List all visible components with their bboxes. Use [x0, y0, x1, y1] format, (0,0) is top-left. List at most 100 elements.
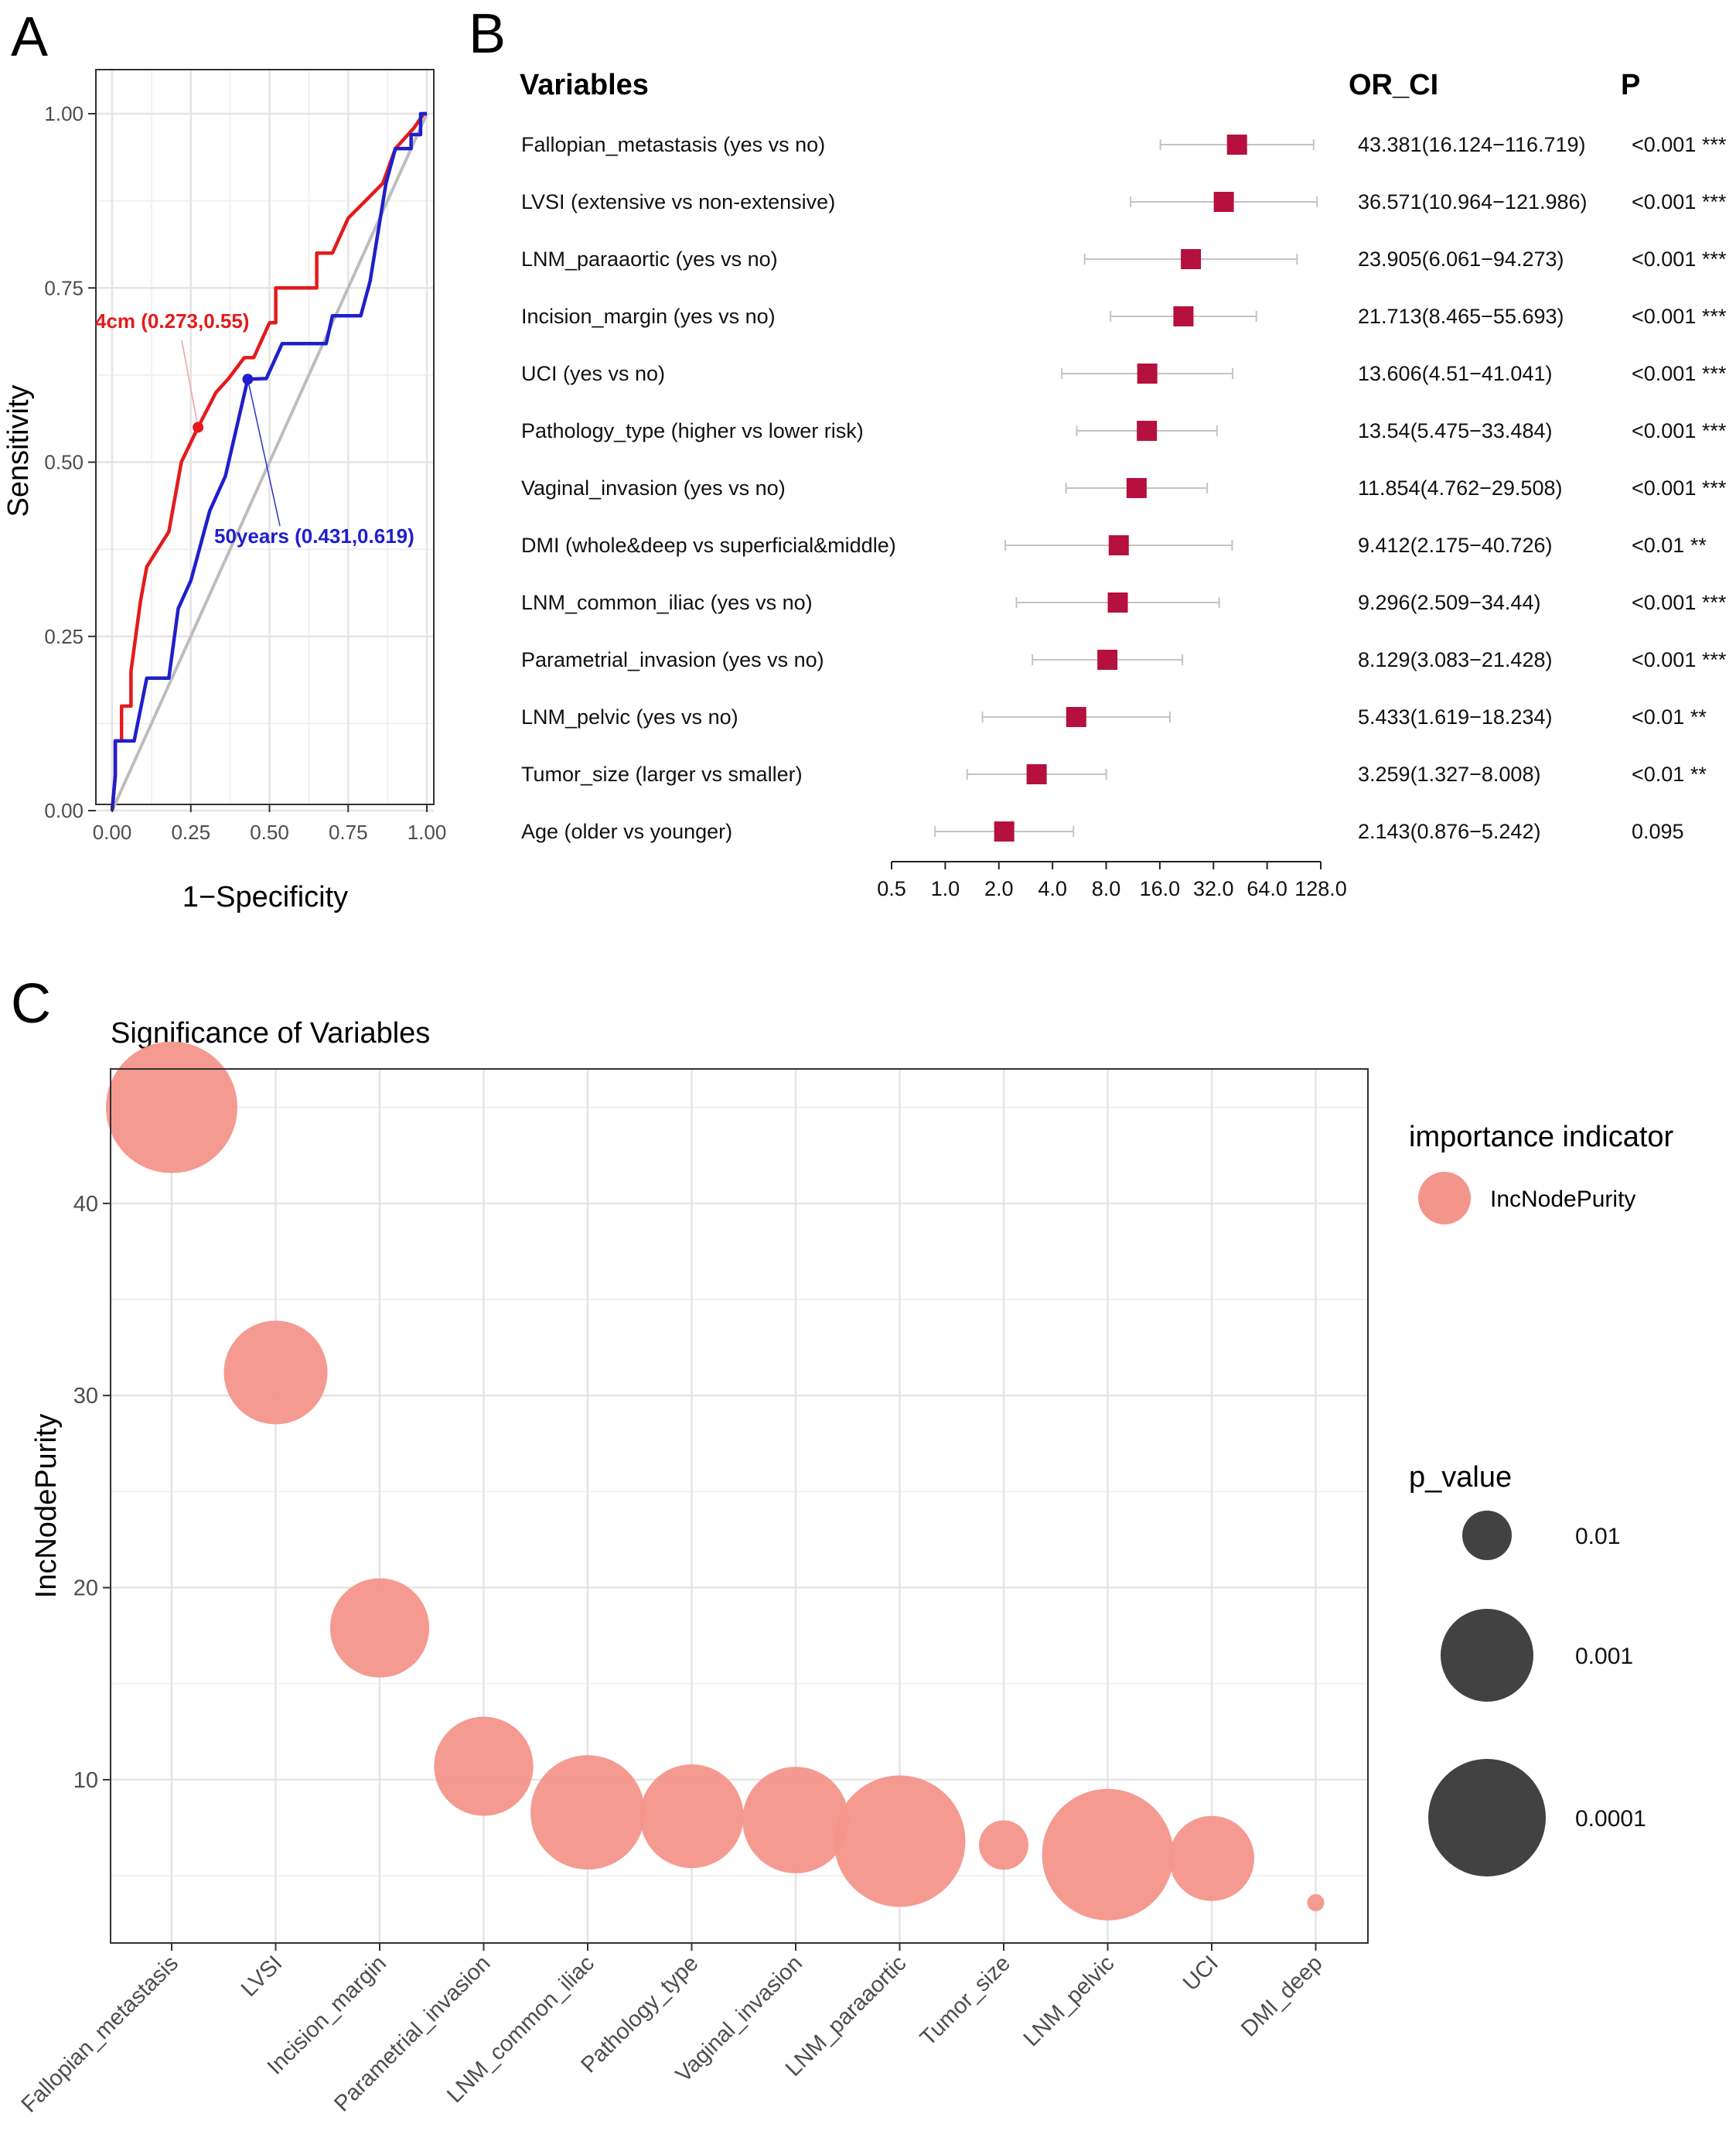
forest-or-marker	[1226, 135, 1247, 155]
legend-size-label: 0.0001	[1575, 1806, 1646, 1832]
forest-axis-tick-label: 32.0	[1193, 877, 1234, 900]
roc-point-4cm	[193, 422, 204, 433]
roc-axis-ticks: 0.00 0.00 0.25 0.25 0.50 0.50 0.75 0.75 1.00 1.00	[44, 102, 446, 844]
roc-y-tick-label: 0.00	[44, 799, 84, 822]
roc-x-tick-label: 0.25	[171, 821, 210, 844]
legend-size-key	[1441, 1609, 1533, 1702]
bubble-points	[106, 1041, 1325, 1921]
bubble-x-tick-label: UCI	[1178, 1951, 1223, 1996]
legend-size-title: p_value	[1409, 1461, 1512, 1494]
roc-y-tick-label: 0.50	[44, 451, 84, 474]
bubble-y-tick-label: 20	[73, 1576, 98, 1601]
forest-row-p: <0.001 ***	[1632, 248, 1727, 271]
roc-annotation-50years: 50years (0.431,0.619)	[214, 524, 414, 548]
roc-line-50years	[110, 111, 427, 811]
bubble-y-tick-label: 10	[73, 1768, 98, 1793]
forest-row-label: Incision_margin (yes vs no)	[521, 305, 776, 328]
forest-or-marker	[1097, 650, 1118, 670]
panel-letter-a: A	[11, 6, 48, 68]
forest-axis-tick-label: 4.0	[1038, 877, 1067, 900]
forest-axis-tick-label: 1.0	[931, 877, 960, 900]
forest-or-marker	[1066, 707, 1086, 727]
roc-chart: 0.00 0.00 0.25 0.25 0.50 0.50 0.75 0.75 1.00 1.00…	[2, 69, 446, 913]
roc-grid	[96, 70, 434, 812]
forest-or-marker	[1173, 306, 1194, 326]
roc-xlabel: 1−Specificity	[182, 881, 348, 913]
bubble-chart: Significance of Variables 10203040Fallop…	[17, 1017, 1674, 2118]
forest-axis-tick-label: 0.5	[877, 877, 906, 900]
forest-row-p: <0.01 **	[1632, 763, 1707, 786]
roc-y-tick-label: 0.75	[44, 276, 84, 299]
bubble-point	[1169, 1815, 1254, 1901]
forest-row-or-ci: 23.905(6.061−94.273)	[1358, 248, 1564, 271]
roc-series	[110, 111, 427, 811]
legend-size-key	[1428, 1759, 1546, 1876]
roc-x-tick-label: 1.00	[408, 821, 447, 844]
roc-annotations: 4cm (0.273,0.55) 50years (0.431,0.619)	[95, 309, 414, 548]
roc-annotation-4cm: 4cm (0.273,0.55)	[95, 309, 249, 333]
forest-row-label: Tumor_size (larger vs smaller)	[521, 763, 803, 786]
bubble-point	[530, 1755, 645, 1870]
roc-x-tick-label: 0.50	[250, 821, 289, 844]
forest-row-label: Pathology_type (higher vs lower risk)	[521, 419, 864, 442]
roc-x-tick-label: 0.00	[93, 821, 132, 844]
forest-axis-tick-label: 64.0	[1247, 877, 1288, 900]
bubble-point	[106, 1041, 237, 1173]
legend-size-keys: 0.01 0.001 0.0001	[1428, 1511, 1646, 1876]
bubble-x-tick-label: Fallopian_metastasis	[17, 1951, 183, 2117]
bubble-point	[329, 1578, 430, 1678]
forest-row-or-ci: 11.854(4.762−29.508)	[1358, 476, 1562, 500]
roc-panel-border	[95, 69, 435, 805]
bubble-x-tick-label: Tumor_size	[916, 1951, 1015, 2051]
forest-row-label: Vaginal_invasion (yes vs no)	[521, 476, 786, 500]
bubble-x-tick-label: LVSI	[237, 1951, 288, 2002]
forest-or-marker	[1137, 364, 1158, 384]
forest-row-p: 0.095	[1632, 820, 1684, 843]
forest-row-or-ci: 5.433(1.619−18.234)	[1358, 705, 1552, 729]
bubble-y-tick-label: 30	[73, 1384, 98, 1409]
forest-or-marker	[1181, 249, 1202, 269]
roc-line-4cm	[110, 111, 427, 811]
bubble-point	[434, 1716, 534, 1816]
bubble-panel-border	[110, 1068, 1369, 1944]
bubble-point	[1307, 1893, 1325, 1911]
forest-row-label: Fallopian_metastasis (yes vs no)	[521, 133, 825, 156]
forest-row-label: LNM_pelvic (yes vs no)	[521, 705, 738, 729]
forest-row-label: Age (older vs younger)	[521, 820, 732, 843]
forest-row-or-ci: 3.259(1.327−8.008)	[1358, 763, 1540, 786]
forest-row-p: <0.01 **	[1632, 534, 1707, 557]
forest-row-or-ci: 36.571(10.964−121.986)	[1358, 190, 1588, 213]
legend-size-key	[1462, 1511, 1512, 1560]
bubble-point	[979, 1820, 1028, 1870]
forest-row-label: LNM_common_iliac (yes vs no)	[521, 591, 813, 614]
bubble-ylabel: IncNodePurity	[30, 1414, 63, 1599]
forest-row-p: <0.001 ***	[1632, 648, 1727, 671]
bubble-point	[834, 1775, 966, 1907]
forest-or-marker	[1108, 535, 1129, 555]
legend-color-label: IncNodePurity	[1490, 1187, 1635, 1212]
forest-axis-tick-label: 16.0	[1140, 877, 1181, 900]
forest-row-or-ci: 43.381(16.124−116.719)	[1358, 133, 1586, 156]
forest-axis-tick-label: 8.0	[1092, 877, 1121, 900]
bubble-point	[639, 1764, 744, 1869]
forest-header-or-ci: OR_CI	[1349, 69, 1438, 101]
bubble-point	[742, 1767, 849, 1873]
bubble-x-tick-label: DMI_deep	[1236, 1951, 1327, 2041]
legend-size-label: 0.001	[1575, 1644, 1633, 1669]
forest-row-p: <0.001 ***	[1632, 305, 1727, 328]
legend-size-label: 0.01	[1575, 1524, 1620, 1549]
forest-plot: Variables OR_CI P Fallopian_metastasis (…	[520, 69, 1727, 900]
forest-row-p: <0.001 ***	[1632, 476, 1727, 500]
forest-row-label: LVSI (extensive vs non-extensive)	[521, 190, 835, 213]
forest-row-p: <0.001 ***	[1632, 591, 1727, 614]
forest-row-or-ci: 9.412(2.175−40.726)	[1358, 534, 1552, 557]
legend-color-key	[1418, 1172, 1471, 1224]
bubble-point	[1042, 1788, 1174, 1921]
forest-row-label: LNM_paraaortic (yes vs no)	[521, 248, 778, 271]
bubble-y-tick-label: 40	[73, 1192, 98, 1217]
forest-row-p: <0.001 ***	[1632, 133, 1727, 156]
forest-row-p: <0.001 ***	[1632, 419, 1727, 442]
forest-row-label: DMI (whole&deep vs superficial&middle)	[521, 534, 896, 557]
forest-or-marker	[1137, 421, 1158, 441]
roc-x-tick-label: 0.75	[329, 821, 368, 844]
